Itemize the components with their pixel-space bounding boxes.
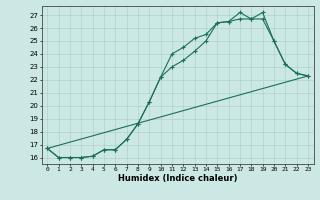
- X-axis label: Humidex (Indice chaleur): Humidex (Indice chaleur): [118, 174, 237, 183]
